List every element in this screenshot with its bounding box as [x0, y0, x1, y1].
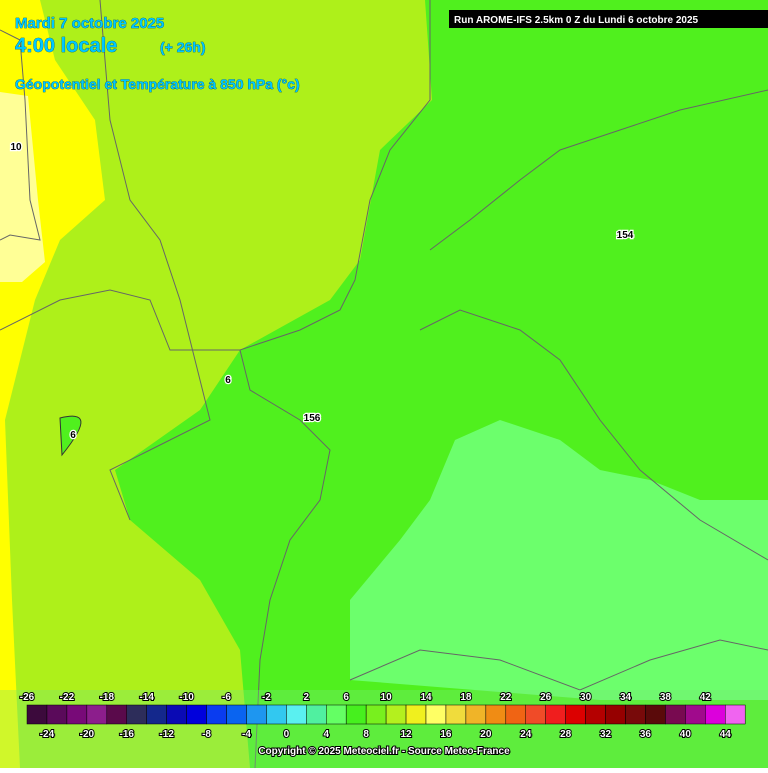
colorbar-tick-label: -20: [80, 729, 95, 740]
colorbar-tick-label: -22: [60, 692, 75, 703]
zone-pale: [0, 92, 45, 282]
colorbar-cell: [645, 704, 666, 725]
colorbar-cell: [126, 704, 147, 725]
colorbar-tick-label: 18: [460, 692, 472, 703]
colorbar-cell: [365, 704, 387, 725]
colorbar-cell: [585, 704, 606, 725]
colorbar-tick-label: 44: [720, 729, 732, 740]
colorbar-tick-label: 28: [560, 729, 572, 740]
colorbar-cell: [106, 704, 128, 725]
colorbar-tick-label: -24: [40, 729, 55, 740]
lake: [59, 415, 82, 457]
border: [99, 0, 211, 521]
colorbar-tick-label: 2: [304, 692, 310, 703]
colorbar-cell: [705, 704, 726, 725]
date: Mardi 7 octobre 2025: [15, 15, 164, 32]
colorbar-cell: [146, 704, 167, 725]
colorbar-tick-label: -26: [20, 692, 35, 703]
legend-band: [0, 690, 768, 768]
colorbar-tick-label: 30: [580, 692, 592, 703]
colorbar-tick-label: 24: [520, 729, 532, 740]
colorbar-tick-label: -4: [242, 729, 251, 740]
colorbar-cell: [425, 704, 447, 725]
colorbar-tick-label: 0: [284, 729, 290, 740]
colorbar-tick-label: -8: [202, 729, 211, 740]
colorbar-cell: [465, 704, 487, 725]
colorbar-cell: [505, 704, 526, 725]
contour-label: 10: [10, 142, 22, 153]
border: [349, 89, 768, 691]
colorbar-cell: [385, 704, 407, 725]
colorbar-tick-label: -2: [262, 692, 271, 703]
colorbar-tick-label: 22: [500, 692, 512, 703]
colorbar-cell: [266, 704, 287, 725]
colorbar-tick-label: 36: [640, 729, 652, 740]
colorbar-cell: [306, 704, 327, 725]
colorbar-cell: [445, 704, 467, 725]
colorbar-cell: [725, 704, 746, 725]
border: [0, 29, 41, 241]
run-box: [449, 10, 768, 28]
contour-label: 154: [617, 230, 634, 241]
colorbar-cell: [605, 704, 626, 725]
colorbar-tick-label: -10: [179, 692, 194, 703]
colorbar-cell: [545, 704, 566, 725]
time: 4:00 locale: [15, 35, 117, 57]
colorbar-cell: [46, 704, 68, 725]
colorbar-cell: [26, 704, 48, 725]
colorbar-tick-label: 40: [680, 729, 692, 740]
colorbar-tick-label: 26: [540, 692, 552, 703]
colorbar-cell: [665, 704, 686, 725]
colorbar-tick-label: -18: [100, 692, 115, 703]
colorbar-tick-label: 14: [420, 692, 432, 703]
lead: (+ 26h): [160, 39, 206, 55]
colorbar-tick-label: 38: [660, 692, 672, 703]
colorbar-tick-label: 12: [400, 729, 412, 740]
colorbar-tick-label: 6: [343, 692, 349, 703]
colorbar-cell: [226, 704, 247, 725]
contour-label: 6: [70, 430, 76, 441]
colorbar-tick-label: 20: [480, 729, 492, 740]
colorbar-tick-label: -6: [222, 692, 231, 703]
colorbar-cell: [246, 704, 267, 725]
border: [0, 0, 431, 351]
colorbar-tick-label: 32: [600, 729, 612, 740]
colorbar-cell: [206, 704, 227, 725]
colorbar-cell: [405, 704, 427, 725]
colorbar-tick-label: 34: [620, 692, 632, 703]
colorbar-tick-label: -14: [139, 692, 154, 703]
contour-label: 6: [225, 375, 231, 386]
colorbar-cell: [86, 704, 108, 725]
subtitle: Géopotentiel et Température à 850 hPa (°…: [15, 76, 300, 92]
colorbar-cell: [66, 704, 88, 725]
contour-label: 156: [304, 413, 321, 424]
colorbar-cell: [166, 704, 187, 725]
colorbar-cell: [485, 704, 507, 725]
colorbar-cell: [345, 704, 367, 725]
colorbar-tick-label: -12: [159, 729, 174, 740]
colorbar-cell: [625, 704, 646, 725]
colorbar-cell: [286, 704, 307, 725]
border: [239, 349, 331, 769]
colorbar-tick-label: 42: [700, 692, 712, 703]
colorbar-tick-label: 4: [323, 729, 329, 740]
colorbar-cell: [326, 704, 347, 725]
colorbar-cell: [685, 704, 706, 725]
run: Run AROME-IFS 2.5km 0 Z du Lundi 6 octob…: [454, 15, 699, 26]
colorbar-tick-label: 16: [440, 729, 452, 740]
colorbar-cell: [565, 704, 586, 725]
colorbar-tick-label: -16: [120, 729, 135, 740]
colorbar-tick-label: 8: [363, 729, 369, 740]
colorbar-cell: [525, 704, 546, 725]
colorbar-tick-label: 10: [381, 692, 393, 703]
copyright: Copyright © 2025 Meteociel.fr - Source M…: [258, 746, 510, 757]
colorbar-cell: [186, 704, 207, 725]
